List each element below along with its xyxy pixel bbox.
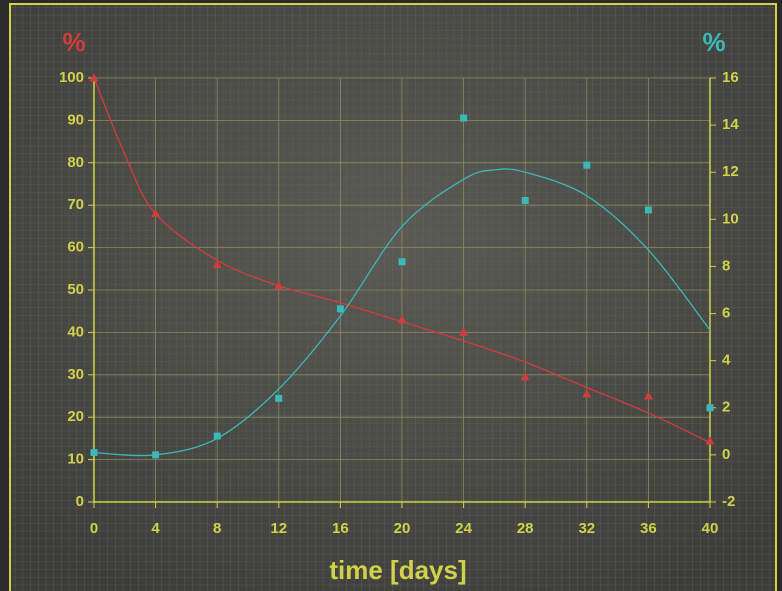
data-point	[275, 394, 283, 402]
x-tick-label: 12	[270, 520, 287, 537]
y2-tick-label: 10	[722, 210, 739, 227]
y2-tick-label: 12	[722, 163, 739, 180]
y-tick-label: 80	[67, 154, 84, 171]
data-point	[398, 258, 406, 266]
data-point	[520, 372, 530, 381]
x-axis-label: time [days]	[329, 555, 466, 585]
y-tick-label: 70	[67, 196, 84, 213]
data-point	[212, 260, 222, 269]
y-tick-label: 90	[67, 111, 84, 128]
x-tick-label: 36	[640, 520, 657, 537]
x-tick-label: 40	[702, 520, 719, 537]
data-point	[336, 305, 344, 313]
y2-axis-label: %	[702, 27, 725, 57]
y-tick-label: 10	[67, 451, 84, 468]
y2-tick-label: 0	[722, 446, 730, 463]
data-point	[459, 327, 469, 336]
x-tick-label: 32	[578, 520, 595, 537]
fit-line	[93, 168, 711, 457]
x-tick-label: 4	[151, 520, 160, 537]
x-tick-label: 24	[455, 520, 472, 537]
y-tick-label: 40	[67, 323, 84, 340]
y-tick-label: 30	[67, 366, 84, 383]
y2-tick-label: 16	[722, 69, 739, 86]
x-tick-label: 16	[332, 520, 349, 537]
y-tick-label: 50	[67, 281, 84, 298]
x-tick-label: 20	[394, 520, 411, 537]
data-point	[644, 206, 652, 214]
background-grid	[11, 5, 775, 591]
data-point	[643, 391, 653, 400]
y-tick-label: 20	[67, 408, 84, 425]
y2-tick-label: -2	[722, 493, 735, 510]
data-point	[582, 389, 592, 398]
x-tick-label: 28	[517, 520, 534, 537]
data-point	[583, 161, 591, 169]
data-point	[706, 404, 714, 412]
data-point	[521, 196, 529, 204]
data-point	[213, 432, 221, 440]
x-tick-label: 8	[213, 520, 221, 537]
y2-tick-label: 2	[722, 399, 730, 416]
y2-tick-label: 14	[722, 116, 739, 133]
data-point	[460, 114, 468, 122]
y2-tick-label: 6	[722, 305, 730, 322]
data-point	[705, 436, 715, 445]
y-tick-label: 60	[67, 239, 84, 256]
x-tick-label: 0	[90, 520, 98, 537]
y2-tick-label: 8	[722, 257, 730, 274]
fit-line	[93, 77, 711, 444]
y-axis-label: %	[62, 27, 85, 57]
data-point	[89, 73, 99, 82]
y2-tick-label: 4	[722, 352, 731, 369]
y-tick-label: 100	[59, 69, 84, 86]
y-tick-label: 0	[76, 493, 84, 510]
